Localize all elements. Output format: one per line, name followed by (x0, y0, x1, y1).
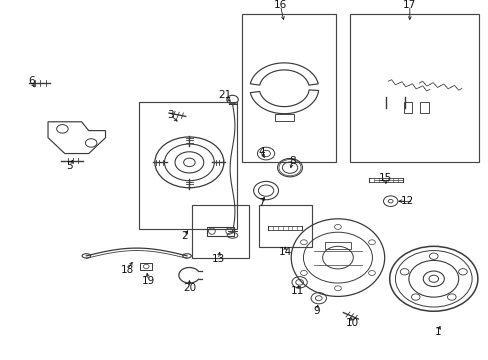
Text: 18: 18 (120, 265, 133, 275)
Text: 14: 14 (278, 247, 291, 257)
Text: 10: 10 (345, 318, 358, 328)
Text: 19: 19 (142, 275, 155, 285)
Text: 9: 9 (312, 306, 319, 315)
Text: 3: 3 (166, 110, 173, 120)
Text: 5: 5 (66, 161, 73, 171)
Text: 20: 20 (183, 283, 196, 293)
Text: 21: 21 (218, 90, 231, 100)
Text: 6: 6 (28, 76, 35, 86)
Text: 15: 15 (379, 173, 392, 183)
Text: 8: 8 (288, 156, 295, 166)
Text: 16: 16 (273, 0, 286, 10)
Text: 12: 12 (400, 196, 413, 206)
Text: 11: 11 (290, 286, 303, 296)
Text: 17: 17 (403, 0, 416, 10)
Text: 7: 7 (258, 198, 264, 208)
Text: 2: 2 (181, 231, 187, 242)
Text: 4: 4 (258, 147, 264, 157)
Text: 13: 13 (211, 255, 224, 264)
Text: 1: 1 (434, 327, 441, 337)
